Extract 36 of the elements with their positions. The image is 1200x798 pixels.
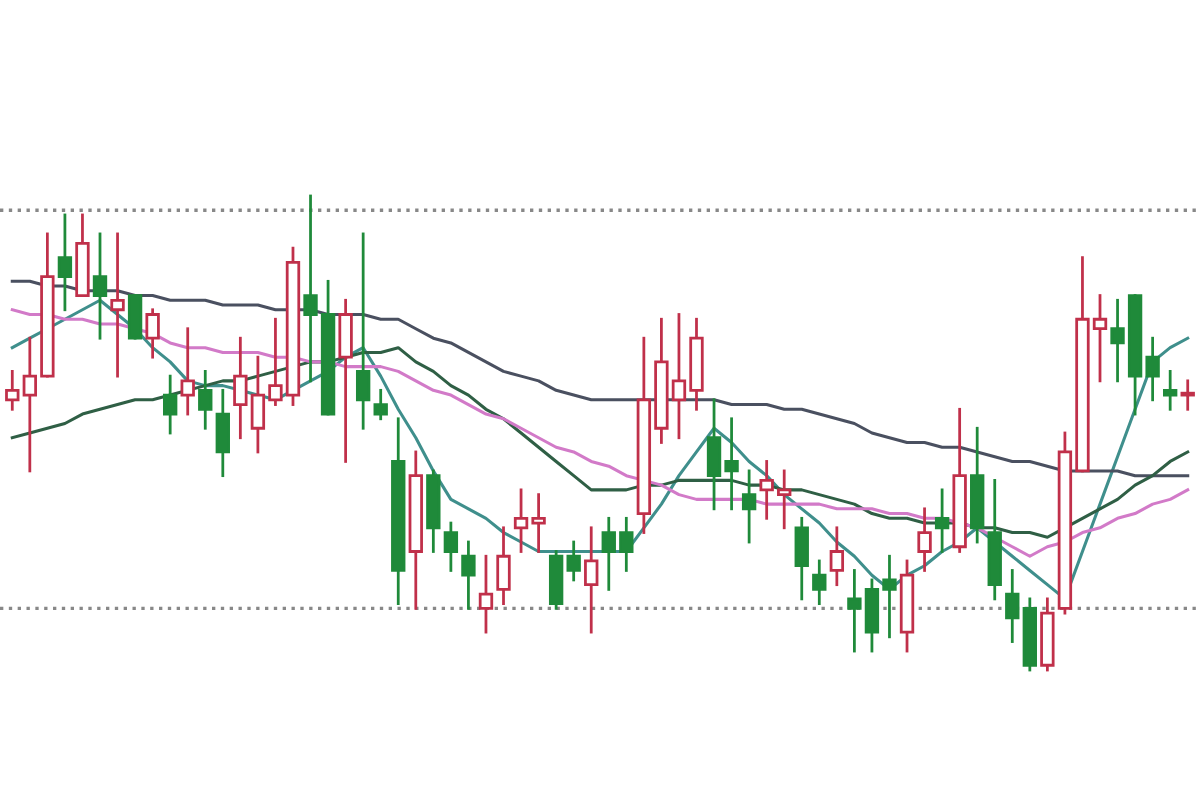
candlestick — [145, 308, 160, 359]
candlestick — [180, 327, 195, 416]
candlestick — [794, 516, 809, 601]
candlestick — [584, 526, 599, 634]
candlestick — [5, 369, 20, 411]
candlestick — [1005, 569, 1020, 643]
candlestick — [92, 232, 108, 340]
candlestick — [391, 417, 406, 606]
candlestick — [1163, 369, 1178, 411]
candlestick — [496, 526, 511, 606]
candlestick — [426, 469, 441, 553]
candlestick — [198, 369, 213, 430]
candlestick — [163, 374, 178, 435]
candlestick — [443, 521, 459, 572]
candlestick — [215, 388, 230, 478]
candlestick — [952, 407, 967, 553]
candlestick — [829, 526, 845, 587]
candlestick — [1180, 379, 1195, 411]
candlestick — [355, 232, 371, 430]
candlestick — [566, 540, 581, 582]
candlestick — [110, 232, 125, 378]
candlestick — [1040, 597, 1055, 672]
candlestick — [1022, 597, 1037, 672]
candlestick — [548, 550, 564, 610]
candlestick — [970, 426, 985, 544]
candlestick — [57, 213, 73, 312]
candlestick — [741, 469, 757, 544]
candlestick — [338, 298, 353, 463]
candlestick — [408, 450, 423, 610]
candlestick — [812, 559, 827, 606]
candlestick — [373, 388, 388, 421]
candlestick — [461, 540, 476, 610]
candlestick — [917, 507, 932, 572]
candlestick — [934, 488, 950, 553]
candlestick — [478, 554, 494, 634]
candlestick — [987, 479, 1002, 601]
